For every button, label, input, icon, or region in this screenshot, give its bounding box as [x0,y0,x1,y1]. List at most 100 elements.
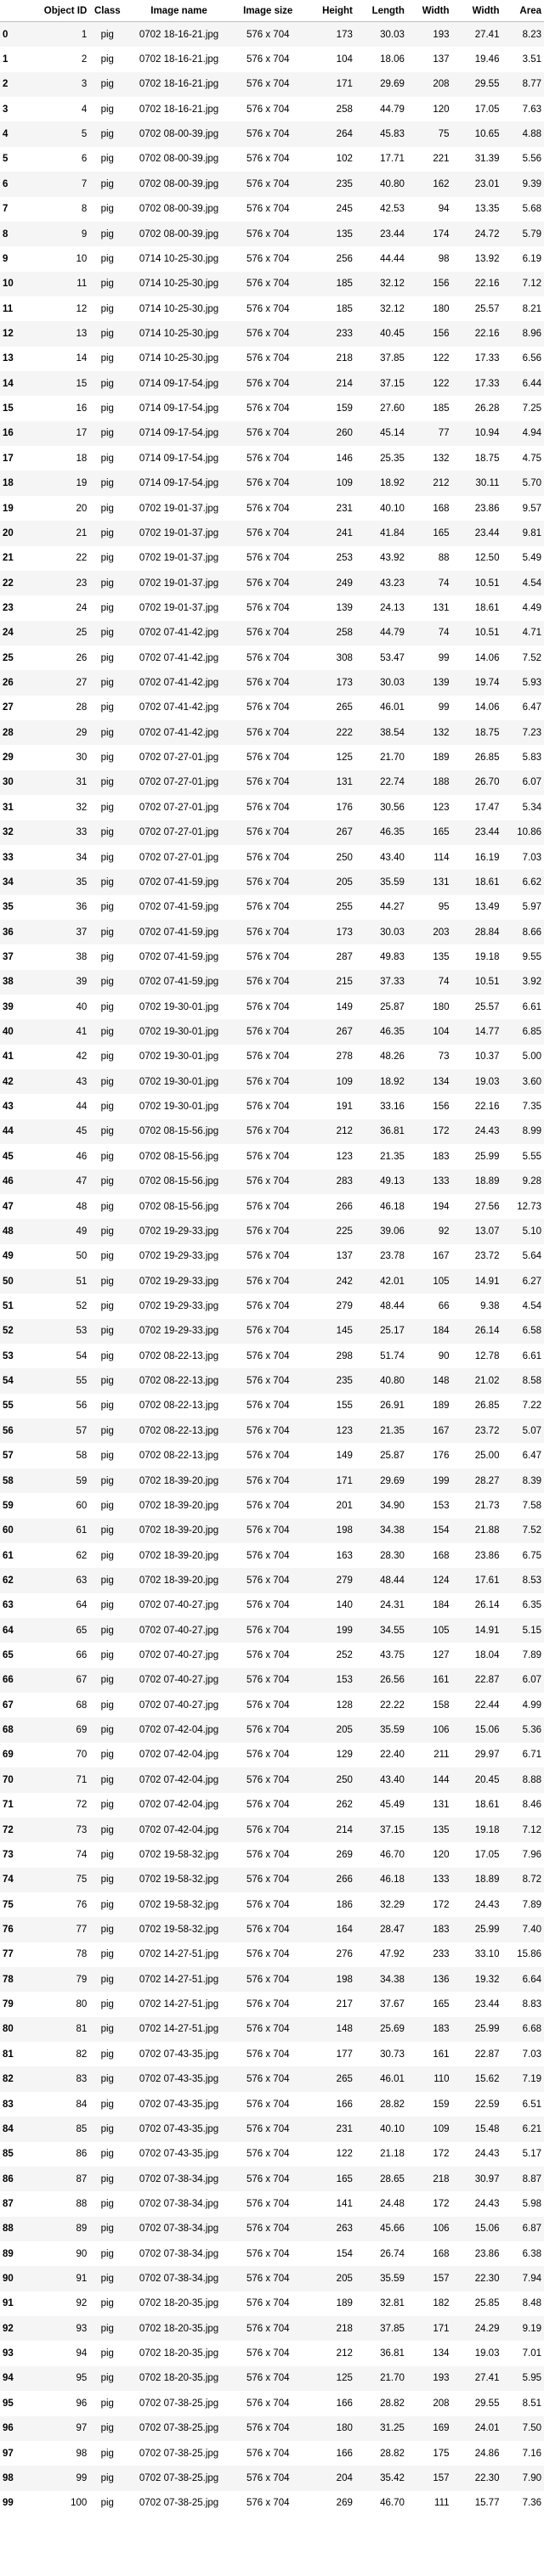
table-cell: 267 [336,1027,353,1038]
table-cell: 24 [76,602,88,613]
table-cell: 180 [336,2423,353,2434]
row-index: 62 [3,1575,14,1586]
table-cell: pig [100,178,114,189]
table-cell: 28 [76,702,88,713]
table-cell: 0702 19-01-37.jpg [139,578,219,589]
table-cell: 9.39 [522,178,541,189]
table-cell: 576 x 704 [246,1102,290,1113]
table-cell: 576 x 704 [246,204,290,215]
row-index: 80 [3,2024,14,2035]
row-index: 6 [3,178,8,189]
table-cell: 45 [76,1126,88,1137]
table-cell: pig [100,753,114,764]
row-index: 64 [3,1625,14,1636]
table-cell: 0702 08-00-39.jpg [139,154,219,165]
table-row: 68 69 pig 0702 07-42-04.jpg 576 x 704 205 35.5… [0,1717,544,1743]
table-cell: 46.01 [380,702,405,713]
table-cell: 0702 07-41-42.jpg [139,678,219,689]
table-cell: 168 [433,2248,450,2259]
table-cell: pig [100,902,114,913]
table-cell: 183 [433,1924,450,1935]
table-cell: 166 [336,2099,353,2110]
table-cell: pig [100,1750,114,1761]
table-cell: 26.74 [380,2248,405,2259]
table-cell: 576 x 704 [246,1350,290,1361]
table-cell: 32 [76,802,88,813]
table-cell: pig [100,977,114,988]
table-row: 66 67 pig 0702 07-40-27.jpg 576 x 704 153 26.5… [0,1667,544,1694]
table-cell: 0714 09-17-54.jpg [139,378,219,389]
table-cell: 171 [433,2323,450,2334]
table-cell: 13.07 [474,1226,500,1237]
table-cell: 576 x 704 [246,1849,290,1860]
table-cell: 74 [76,1849,88,1860]
row-index: 26 [3,678,14,689]
table-cell: 43.23 [380,578,405,589]
table-row: 31 32 pig 0702 07-27-01.jpg 576 x 704 176 30.5… [0,795,544,820]
table-cell: 576 x 704 [246,802,290,813]
column-header: Image size [232,0,303,22]
table-cell: 576 x 704 [246,951,290,962]
table-cell: 18.04 [474,1650,500,1661]
table-cell: pig [100,602,114,613]
table-cell: 17.71 [380,154,405,165]
row-index: 70 [3,1774,14,1785]
table-cell: 172 [433,1126,450,1137]
row-index: 32 [3,827,14,838]
table-cell: pig [100,628,114,639]
table-cell: pig [100,79,114,90]
table-cell: 0702 07-41-59.jpg [139,927,219,938]
table-cell: 22 [76,553,88,564]
table-cell: 132 [433,727,450,738]
table-cell: 576 x 704 [246,1425,290,1436]
table-cell: 120 [433,104,450,115]
table-row: 20 21 pig 0702 19-01-37.jpg 576 x 704 241 41.8… [0,521,544,546]
table-cell: 7.63 [522,104,541,115]
table-cell: 131 [433,877,450,888]
table-cell: 221 [433,154,450,165]
table-cell: 141 [336,2198,353,2209]
table-cell: 5.97 [522,902,541,913]
table-cell: 0702 07-42-04.jpg [139,1824,219,1835]
table-cell: 576 x 704 [246,827,290,838]
table-cell: pig [100,1425,114,1436]
table-cell: 218 [336,2323,353,2334]
table-cell: 63 [76,1575,88,1586]
table-cell: 9 [81,228,88,240]
table-cell: 135 [433,1824,450,1835]
table-cell: 25.35 [380,453,405,464]
table-cell: 5.10 [522,1226,541,1237]
table-cell: 0702 19-30-01.jpg [139,1102,219,1113]
table-cell: 46.01 [380,2074,405,2085]
table-cell: 576 x 704 [246,628,290,639]
table-cell: 576 x 704 [246,2274,290,2285]
table-cell: 23.86 [474,503,500,514]
table-cell: 14 [76,353,88,364]
table-cell: 205 [336,1725,353,1736]
table-cell: 46.18 [380,1874,405,1885]
table-cell: 5.95 [522,2373,541,2384]
table-cell: 0702 07-27-01.jpg [139,777,219,788]
table-row: 29 30 pig 0702 07-27-01.jpg 576 x 704 125 21.7… [0,745,544,769]
table-cell: 43 [76,1076,88,1087]
table-cell: 12.78 [474,1350,500,1361]
table-cell: 47 [76,1176,88,1187]
table-cell: 576 x 704 [246,1251,290,1262]
table-cell: 29.55 [474,79,500,90]
table-cell: pig [100,578,114,589]
row-index: 12 [3,328,14,339]
table-cell: 48.44 [380,1575,405,1586]
table-cell: 199 [433,1475,450,1486]
table-cell: 9.55 [522,951,541,962]
table-body: 0 1 pig 0702 18-16-21.jpg 576 x 704 173 30.03 1… [0,21,544,2516]
table-cell: 0702 07-38-34.jpg [139,2224,219,2235]
table-cell: 157 [433,2472,450,2483]
table-cell: 73 [76,1824,88,1835]
row-index: 18 [3,478,14,489]
table-cell: 0702 18-16-21.jpg [139,29,219,40]
table-cell: 7.90 [522,2472,541,2483]
table-cell: 8.48 [522,2298,541,2309]
table-cell: 33.10 [474,1949,500,1960]
table-cell: 7.23 [522,727,541,738]
table-cell: pig [100,453,114,464]
